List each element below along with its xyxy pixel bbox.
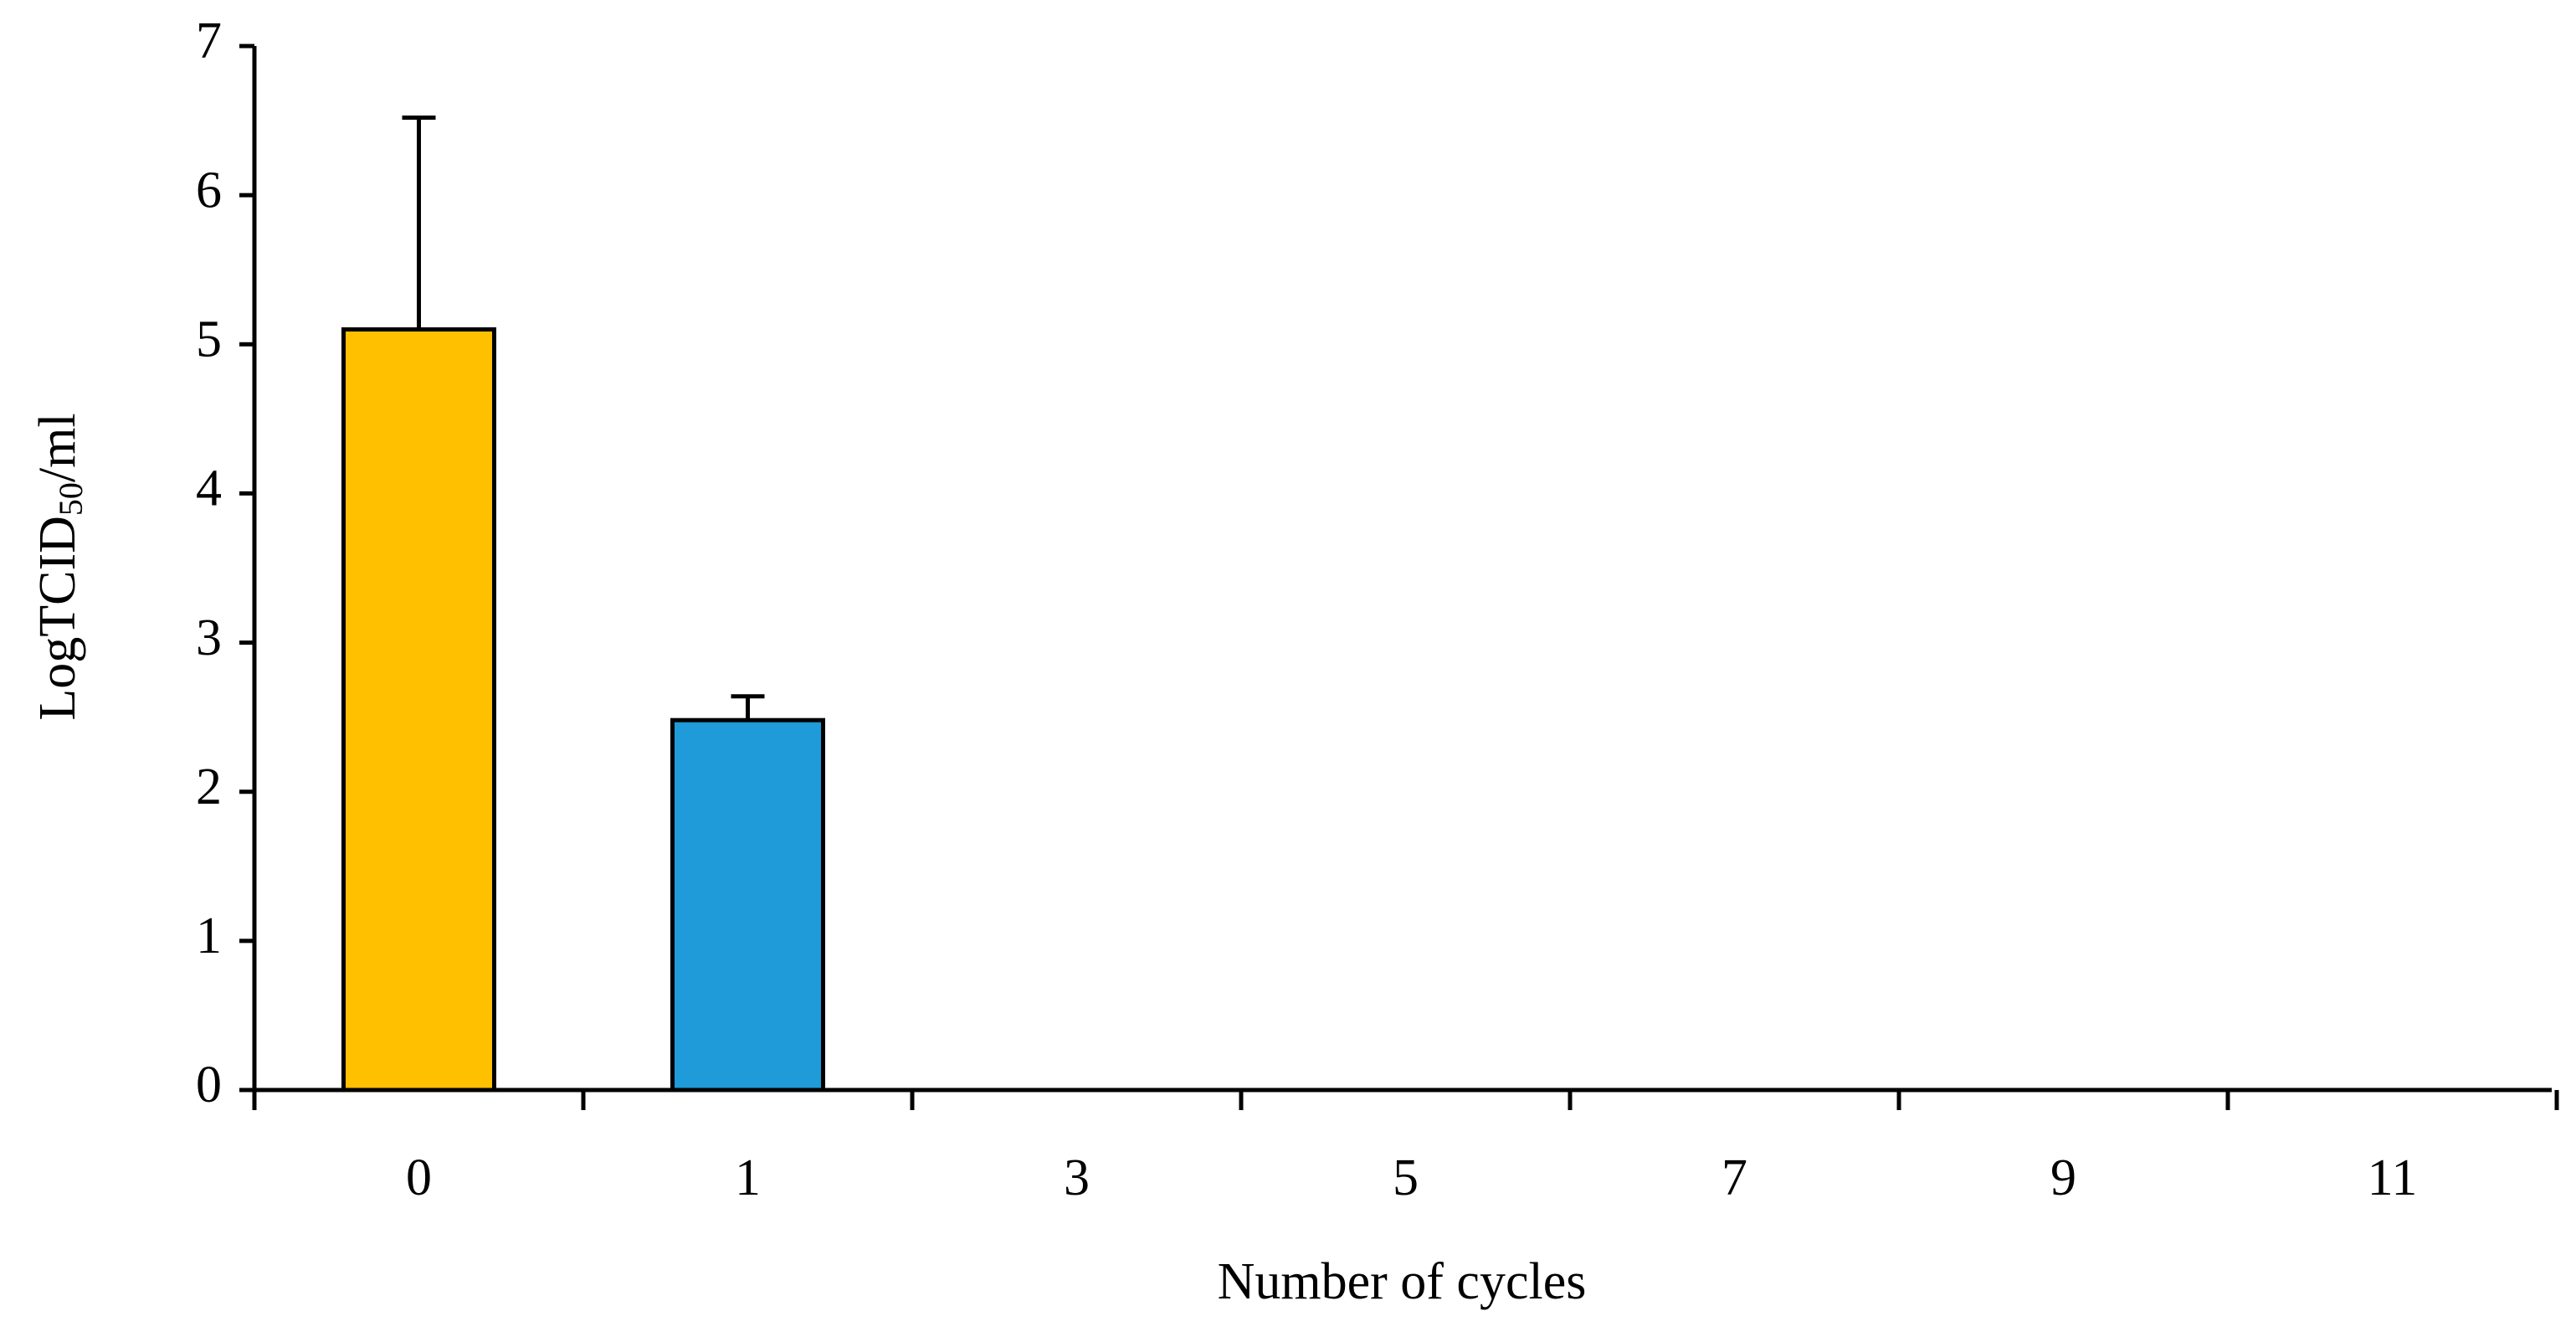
y-tick-label: 3 [196,609,222,666]
y-axis-label: LogTCID50/ml [29,413,90,720]
y-tick-label: 6 [196,162,222,219]
y-axis-label-text: LogTCID [29,516,86,721]
y-tick-label: 2 [196,758,222,815]
x-tick-label: 7 [1722,1149,1747,1206]
y-axis-label-subscript: 50 [52,482,90,516]
x-tick-label: 0 [406,1149,432,1206]
y-axis-label-suffix: /ml [29,413,86,482]
x-tick-label: 3 [1064,1149,1090,1206]
x-tick-label: 1 [735,1149,761,1206]
y-tick-label: 0 [196,1057,222,1113]
bar [341,327,496,1093]
bar [670,717,825,1093]
y-tick-label: 5 [196,311,222,368]
y-tick-label: 1 [196,908,222,964]
x-tick-label: 5 [1393,1149,1419,1206]
y-tick-label: 7 [196,13,222,69]
x-tick-label: 11 [2368,1149,2418,1206]
x-tick-label: 9 [2050,1149,2076,1206]
y-tick-label: 4 [196,460,222,517]
x-axis-label: Number of cycles [1218,1253,1587,1310]
